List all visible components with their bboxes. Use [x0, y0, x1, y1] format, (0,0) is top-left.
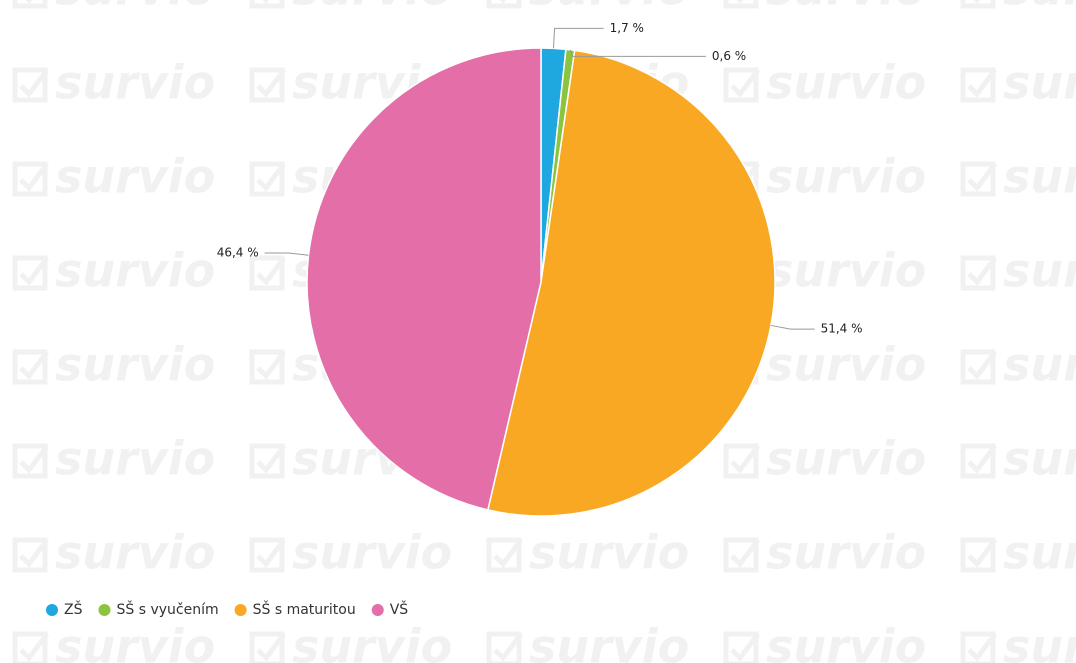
watermark-icon — [12, 67, 49, 103]
watermark-icon — [723, 0, 759, 9]
watermark-text: survio — [529, 620, 689, 663]
watermark-icon — [249, 537, 286, 573]
watermark-icon — [486, 537, 523, 573]
watermark-icon — [960, 443, 997, 479]
data-label: 46,4 % — [217, 245, 259, 259]
watermark-text: survio — [766, 56, 926, 110]
leader-line — [569, 49, 706, 57]
watermark-text: survio — [1003, 526, 1076, 580]
watermark-text: survio — [55, 0, 215, 16]
watermark-text: survio — [292, 526, 452, 580]
data-label: 0,6 % — [712, 49, 746, 63]
watermark-icon — [249, 0, 285, 9]
watermark-text: survio — [55, 56, 215, 110]
watermark-text: survio — [1003, 150, 1076, 204]
data-label: 51,4 % — [821, 322, 863, 336]
legend-label: SŠ s vyučením — [116, 600, 218, 618]
watermark-icon — [12, 537, 49, 573]
watermark-text: survio — [55, 526, 215, 580]
watermark-icon — [12, 349, 49, 385]
watermark-text: survio — [766, 432, 926, 486]
watermark-text: survio — [766, 0, 926, 16]
watermark-text: survio — [1003, 432, 1076, 486]
legend-label: SŠ s maturitou — [253, 600, 356, 618]
watermark-icon — [249, 67, 286, 103]
watermark-icon — [960, 537, 997, 573]
watermark-text: survio — [55, 150, 215, 204]
watermark-text: survio — [55, 338, 215, 392]
watermark-text: survio — [766, 244, 926, 298]
legend-marker — [98, 604, 111, 616]
legend-marker — [234, 604, 247, 616]
watermark-text: survio — [766, 338, 926, 392]
watermark-icon — [960, 255, 997, 291]
data-label: 1,7 % — [610, 21, 644, 35]
watermark-icon — [960, 631, 997, 663]
watermark-text: survio — [766, 150, 926, 204]
watermark-text: survio — [766, 526, 926, 580]
watermark-icon — [723, 631, 760, 663]
watermark-icon — [12, 255, 49, 291]
watermark-icon — [486, 631, 523, 663]
watermark-text: survio — [1003, 620, 1076, 663]
legend-marker — [371, 604, 384, 616]
pie-slice — [306, 47, 542, 511]
leader-line — [552, 27, 604, 49]
watermark-text: survio — [1003, 244, 1076, 298]
watermark-icon — [960, 67, 997, 103]
watermark-text: survio — [55, 432, 215, 486]
watermark-icon — [12, 0, 48, 9]
watermark-icon — [723, 443, 760, 479]
watermark-text: survio — [766, 620, 926, 663]
legend-label: VŠ — [390, 600, 409, 618]
watermark-text: survio — [1003, 56, 1076, 110]
watermark-icon — [249, 161, 286, 197]
watermark-text: survio — [292, 0, 452, 16]
watermark-icon — [723, 67, 760, 103]
watermark-icon — [723, 537, 760, 573]
watermark-icon — [12, 161, 49, 197]
watermark-icon — [249, 443, 286, 479]
watermark-icon — [960, 161, 997, 197]
leader-line — [770, 324, 815, 330]
watermark-icon — [960, 349, 997, 385]
watermark-text: survio — [1003, 338, 1076, 392]
watermark-text: survio — [55, 244, 215, 298]
watermark-text: survio — [529, 526, 689, 580]
watermark-text: survio — [55, 620, 215, 663]
watermark-icon — [12, 631, 49, 663]
watermark-icon — [12, 443, 49, 479]
watermark-text: survio — [529, 0, 689, 16]
watermark-text: survio — [292, 620, 452, 663]
watermark-icon — [249, 631, 286, 663]
watermark-icon — [249, 255, 286, 291]
legend-marker — [46, 604, 58, 616]
leader-line — [264, 252, 309, 256]
watermark-icon — [486, 0, 522, 9]
watermark-icon — [249, 349, 286, 385]
watermark-icon — [960, 0, 996, 9]
watermark-text: survio — [1003, 0, 1076, 16]
legend-label: ZŠ — [64, 600, 83, 618]
